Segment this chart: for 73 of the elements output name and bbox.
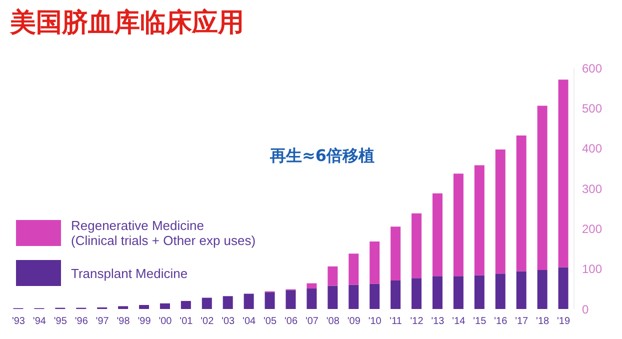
x-tick-label: '99	[138, 316, 152, 328]
bar	[412, 213, 422, 278]
x-tick-label: '96	[74, 316, 88, 328]
bar	[286, 290, 296, 309]
bar	[412, 278, 422, 309]
bar	[118, 306, 128, 309]
y-tick-label: 0	[582, 302, 589, 316]
bar	[474, 165, 484, 276]
x-tick-label: '94	[32, 316, 46, 328]
bar	[306, 288, 317, 309]
x-tick-label: '19	[556, 316, 570, 328]
x-tick-label: '08	[326, 316, 340, 328]
x-tick-label: '13	[431, 316, 445, 328]
x-tick-label: '15	[473, 316, 487, 328]
bar	[453, 174, 464, 276]
bar	[558, 80, 568, 268]
chart-title: 美国脐血库临床应用	[10, 8, 245, 38]
x-tick-label: '93	[12, 316, 26, 328]
x-tick-label: '00	[158, 316, 172, 328]
bar	[537, 270, 548, 309]
bar	[328, 266, 338, 286]
bar	[222, 296, 233, 309]
bar	[558, 267, 568, 309]
x-tick-label: '18	[536, 316, 550, 328]
bar	[348, 284, 359, 309]
x-tick-label: '03	[222, 316, 236, 328]
x-tick-label: '04	[242, 316, 256, 328]
annotation: 再生≈6倍移植	[270, 146, 375, 167]
x-tick-label: '05	[264, 316, 277, 328]
x-tick-label: '11	[390, 316, 402, 328]
legend-label: Transplant Medicine	[71, 266, 188, 280]
bar	[390, 280, 401, 309]
bar	[306, 283, 317, 289]
x-tick-label: '17	[515, 316, 529, 328]
bar	[537, 106, 548, 270]
bar	[370, 284, 380, 309]
x-tick-label: '95	[54, 316, 68, 328]
bar	[390, 226, 401, 280]
bar	[348, 254, 359, 285]
x-tick-label: '98	[116, 316, 130, 328]
x-tick-label: '10	[368, 316, 382, 328]
x-tick-label: '06	[284, 316, 298, 328]
x-tick-label: '16	[494, 316, 508, 328]
bar	[139, 304, 150, 309]
x-tick-label: '07	[305, 316, 319, 328]
bar	[495, 274, 506, 309]
x-tick-label: '12	[410, 316, 424, 328]
x-tick-label: '09	[347, 316, 361, 328]
x-tick-label: '14	[452, 316, 466, 328]
y-tick-label: 100	[582, 262, 602, 276]
x-tick-label: '02	[200, 316, 214, 328]
y-tick-label: 500	[582, 101, 602, 116]
bar	[328, 286, 338, 309]
x-tick-label: '01	[180, 316, 194, 328]
bar	[516, 135, 526, 272]
bar	[432, 276, 442, 309]
bar	[180, 300, 191, 309]
bar	[160, 303, 170, 309]
y-tick-label: 400	[582, 142, 602, 156]
bar	[370, 242, 380, 284]
legend-label: Regenerative Medicine (Clinical trials + Other exp uses)	[71, 218, 256, 248]
bar	[202, 298, 212, 309]
bar	[264, 292, 275, 309]
y-tick-label: 600	[582, 61, 602, 76]
y-tick-label: 200	[582, 222, 602, 236]
x-tick-label: '97	[96, 316, 110, 328]
bar	[474, 275, 484, 309]
bar	[516, 271, 526, 309]
bar	[495, 150, 506, 274]
bar	[244, 294, 254, 309]
bar	[453, 276, 464, 309]
bar	[432, 193, 442, 276]
y-tick-label: 300	[582, 182, 602, 196]
